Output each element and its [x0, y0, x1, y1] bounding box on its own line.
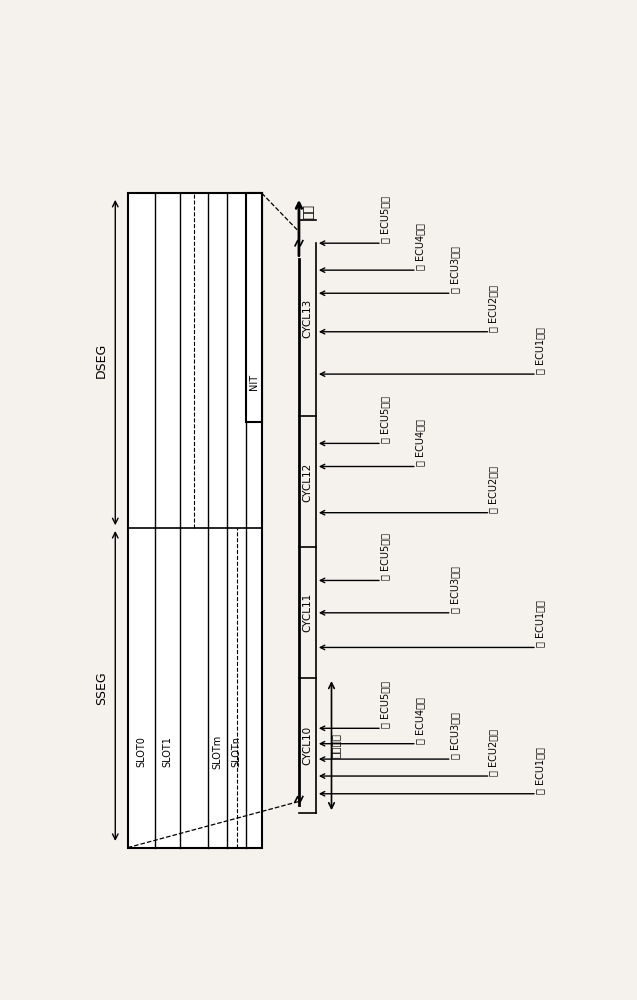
Text: SSEG: SSEG [95, 671, 108, 705]
Text: 由 ECU1发送: 由 ECU1发送 [535, 747, 545, 794]
Text: 由 ECU5发送: 由 ECU5发送 [380, 533, 390, 580]
Bar [127, 193, 262, 848]
Text: 由 ECU2发送: 由 ECU2发送 [489, 285, 499, 332]
Text: CYCL11: CYCL11 [303, 593, 313, 632]
Text: NIT: NIT [249, 374, 259, 390]
Text: 由 ECU5发送: 由 ECU5发送 [380, 196, 390, 243]
Text: 由 ECU4发送: 由 ECU4发送 [415, 223, 425, 270]
Text: CYCL10: CYCL10 [303, 726, 313, 765]
Text: 由 ECU3发送: 由 ECU3发送 [450, 712, 460, 759]
Text: CYCL13: CYCL13 [303, 299, 313, 338]
Text: DSEG: DSEG [95, 343, 108, 378]
Text: SLOTn: SLOTn [232, 736, 241, 767]
Text: 由 ECU5发送: 由 ECU5发送 [380, 396, 390, 443]
Text: 由 ECU5发送: 由 ECU5发送 [380, 681, 390, 728]
Text: 由 ECU2发送: 由 ECU2发送 [489, 466, 499, 513]
Text: 由 ECU2发送: 由 ECU2发送 [489, 729, 499, 776]
Text: 由 ECU4发送: 由 ECU4发送 [415, 697, 425, 744]
Text: CYCL12: CYCL12 [303, 462, 313, 502]
Text: SLOTm: SLOTm [212, 734, 222, 769]
Text: SLOT0: SLOT0 [136, 736, 147, 767]
Text: 由 ECU1发送: 由 ECU1发送 [535, 601, 545, 647]
Text: 由 ECU1发送: 由 ECU1发送 [535, 327, 545, 374]
Text: 时间: 时间 [300, 205, 313, 220]
Text: 由 ECU3发送: 由 ECU3发送 [450, 566, 460, 613]
Bar [247, 193, 262, 422]
Text: 由 ECU4发送: 由 ECU4发送 [415, 420, 425, 466]
Text: 通信循环: 通信循环 [331, 733, 341, 758]
Text: 由 ECU3发送: 由 ECU3发送 [450, 246, 460, 293]
Text: SLOT1: SLOT1 [162, 736, 173, 767]
